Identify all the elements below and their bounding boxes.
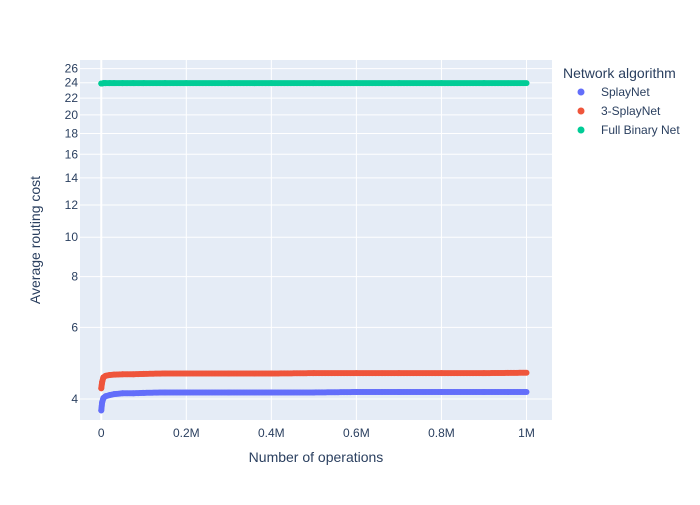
- data-point: [140, 389, 147, 396]
- data-point: [106, 80, 113, 87]
- legend: Network algorithm SplayNet 3-SplayNet Full…: [563, 65, 680, 137]
- data-point: [140, 370, 147, 377]
- data-point: [353, 80, 360, 87]
- series-full-binary-net: [98, 80, 530, 87]
- x-tick-label: 0: [98, 426, 105, 440]
- data-point: [98, 385, 105, 392]
- data-point: [162, 389, 169, 396]
- legend-label: Full Binary Net: [601, 123, 680, 137]
- y-tick-label: 20: [65, 108, 79, 122]
- data-point: [183, 80, 190, 87]
- data-point: [119, 371, 126, 378]
- y-tick-label: 10: [65, 230, 79, 244]
- data-point: [395, 370, 402, 377]
- legend-title: Network algorithm: [563, 65, 676, 81]
- y-tick-label: 4: [71, 392, 78, 406]
- y-tick-label: 12: [65, 198, 79, 212]
- y-tick-label: 18: [65, 127, 79, 141]
- x-tick-label: 0.6M: [343, 426, 370, 440]
- series-trail: [98, 80, 529, 87]
- data-point: [225, 389, 232, 396]
- data-point: [111, 391, 118, 398]
- data-point: [130, 390, 137, 397]
- data-point: [183, 370, 190, 377]
- legend-marker: [577, 126, 585, 134]
- data-point: [438, 80, 445, 87]
- data-point: [480, 370, 487, 377]
- data-point: [111, 80, 118, 87]
- data-point: [353, 370, 360, 377]
- x-tick-label: 1M: [518, 426, 535, 440]
- legend-item[interactable]: SplayNet: [577, 85, 651, 99]
- y-tick-label: 24: [65, 76, 79, 90]
- x-tick-label: 0.8M: [428, 426, 455, 440]
- data-point: [310, 389, 317, 396]
- data-point: [353, 389, 360, 396]
- data-point: [523, 389, 530, 396]
- data-point: [268, 370, 275, 377]
- data-point: [225, 370, 232, 377]
- x-tick-label: 0.2M: [173, 426, 200, 440]
- data-point: [130, 371, 137, 378]
- series-3-splaynet: [98, 369, 530, 392]
- data-point: [140, 80, 147, 87]
- data-point: [268, 389, 275, 396]
- data-point: [523, 80, 530, 87]
- data-point: [102, 80, 109, 87]
- data-point: [310, 80, 317, 87]
- legend-marker: [577, 88, 585, 96]
- data-point: [395, 80, 402, 87]
- x-axis-ticks: 0 0.2M 0.4M 0.6M 0.8M 1M: [98, 426, 535, 440]
- y-tick-label: 8: [71, 270, 78, 284]
- legend-item[interactable]: 3-SplayNet: [577, 104, 662, 118]
- data-point: [268, 80, 275, 87]
- data-point: [111, 371, 118, 378]
- series-group: [98, 80, 530, 414]
- legend-label: 3-SplayNet: [601, 104, 661, 118]
- y-tick-label: 16: [65, 147, 79, 161]
- data-point: [162, 370, 169, 377]
- y-tick-label: 22: [65, 91, 79, 105]
- legend-items: SplayNet 3-SplayNet Full Binary Net: [577, 85, 681, 137]
- data-point: [225, 80, 232, 87]
- data-point: [395, 389, 402, 396]
- x-axis-label: Number of operations: [249, 449, 384, 465]
- data-point: [130, 80, 137, 87]
- data-point: [438, 389, 445, 396]
- data-point: [99, 379, 106, 386]
- data-point: [480, 80, 487, 87]
- legend-item[interactable]: Full Binary Net: [577, 123, 681, 137]
- data-point: [438, 370, 445, 377]
- legend-label: SplayNet: [601, 85, 650, 99]
- legend-marker: [577, 107, 585, 115]
- plot-area: [80, 60, 552, 420]
- series-splaynet: [98, 389, 530, 414]
- data-point: [480, 389, 487, 396]
- data-point: [183, 389, 190, 396]
- y-axis-label: Average routing cost: [27, 176, 43, 304]
- y-tick-label: 6: [71, 320, 78, 334]
- data-point: [310, 370, 317, 377]
- data-point: [523, 369, 530, 376]
- y-tick-label: 14: [65, 171, 79, 185]
- data-point: [162, 80, 169, 87]
- data-point: [98, 407, 105, 414]
- data-point: [119, 390, 126, 397]
- x-tick-label: 0.4M: [258, 426, 285, 440]
- y-tick-label: 26: [65, 62, 79, 76]
- data-point: [119, 80, 126, 87]
